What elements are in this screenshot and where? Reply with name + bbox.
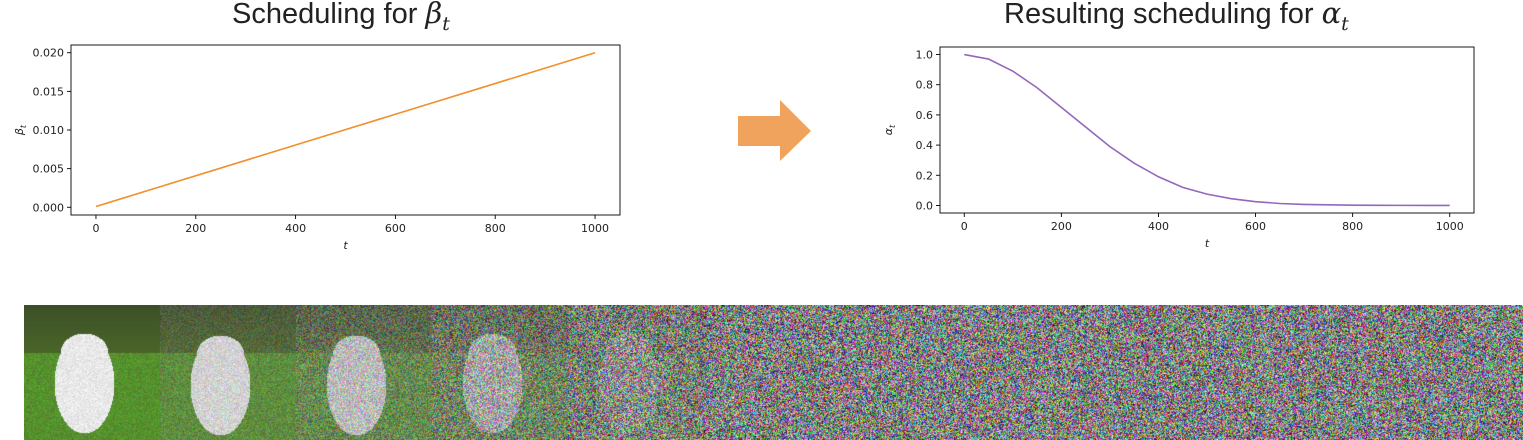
- alpha-y-tick-label: 0.4: [916, 139, 934, 152]
- diffusion-noise-image-strip: [24, 305, 1523, 440]
- alpha-x-tick-label: 1000: [1436, 220, 1464, 233]
- beta-x-tick-label: 600: [385, 222, 406, 235]
- beta-x-tick-label: 400: [285, 222, 306, 235]
- beta-y-tick-label: 0.005: [33, 163, 65, 176]
- beta-y-tick-label: 0.010: [33, 124, 65, 137]
- beta-title-subscript: t: [442, 12, 450, 35]
- alpha-y-tick-label: 0.2: [916, 169, 934, 182]
- alpha-x-tick-label: 800: [1342, 220, 1363, 233]
- alpha-x-tick-label: 0: [961, 220, 968, 233]
- beta-title-symbol: β: [425, 0, 443, 30]
- beta-x-tick-label: 800: [485, 222, 506, 235]
- beta-x-axis-label: t: [343, 239, 348, 252]
- alpha-x-axis-label: t: [1205, 237, 1210, 250]
- beta-series-line: [95, 51, 596, 208]
- alpha-y-tick-label: 1.0: [916, 49, 934, 62]
- beta-y-tick-label: 0.020: [33, 47, 65, 60]
- beta-y-tick-label: 0.000: [33, 201, 65, 214]
- alpha-plot-frame: [939, 46, 1475, 214]
- beta-title-text: Scheduling for: [232, 0, 426, 30]
- alpha-y-axis-label: αt: [882, 124, 897, 135]
- alpha-y-tick-label: 0.6: [916, 109, 934, 122]
- alpha-y-tick-label: 0.0: [916, 199, 934, 212]
- alpha-title-text: Resulting scheduling for: [1004, 0, 1322, 30]
- alpha-series-line: [964, 53, 1450, 207]
- beta-y-tick-label: 0.015: [33, 85, 65, 98]
- beta-x-tick-label: 200: [185, 222, 206, 235]
- alpha-chart-title: Resulting scheduling for αt: [1004, 0, 1349, 35]
- beta-x-tick-label: 1000: [581, 222, 609, 235]
- alpha-x-tick-label: 400: [1148, 220, 1169, 233]
- beta-x-tick-label: 0: [92, 222, 99, 235]
- alpha-x-tick-label: 600: [1245, 220, 1266, 233]
- alpha-title-subscript: t: [1341, 12, 1349, 35]
- right-arrow-icon: [738, 100, 811, 161]
- beta-y-axis-label: βt: [13, 124, 28, 136]
- alpha-x-tick-label: 200: [1051, 220, 1072, 233]
- alpha-title-symbol: α: [1321, 0, 1342, 30]
- beta-chart-title: Scheduling for βt: [232, 0, 450, 35]
- alpha-y-tick-label: 0.8: [916, 79, 934, 92]
